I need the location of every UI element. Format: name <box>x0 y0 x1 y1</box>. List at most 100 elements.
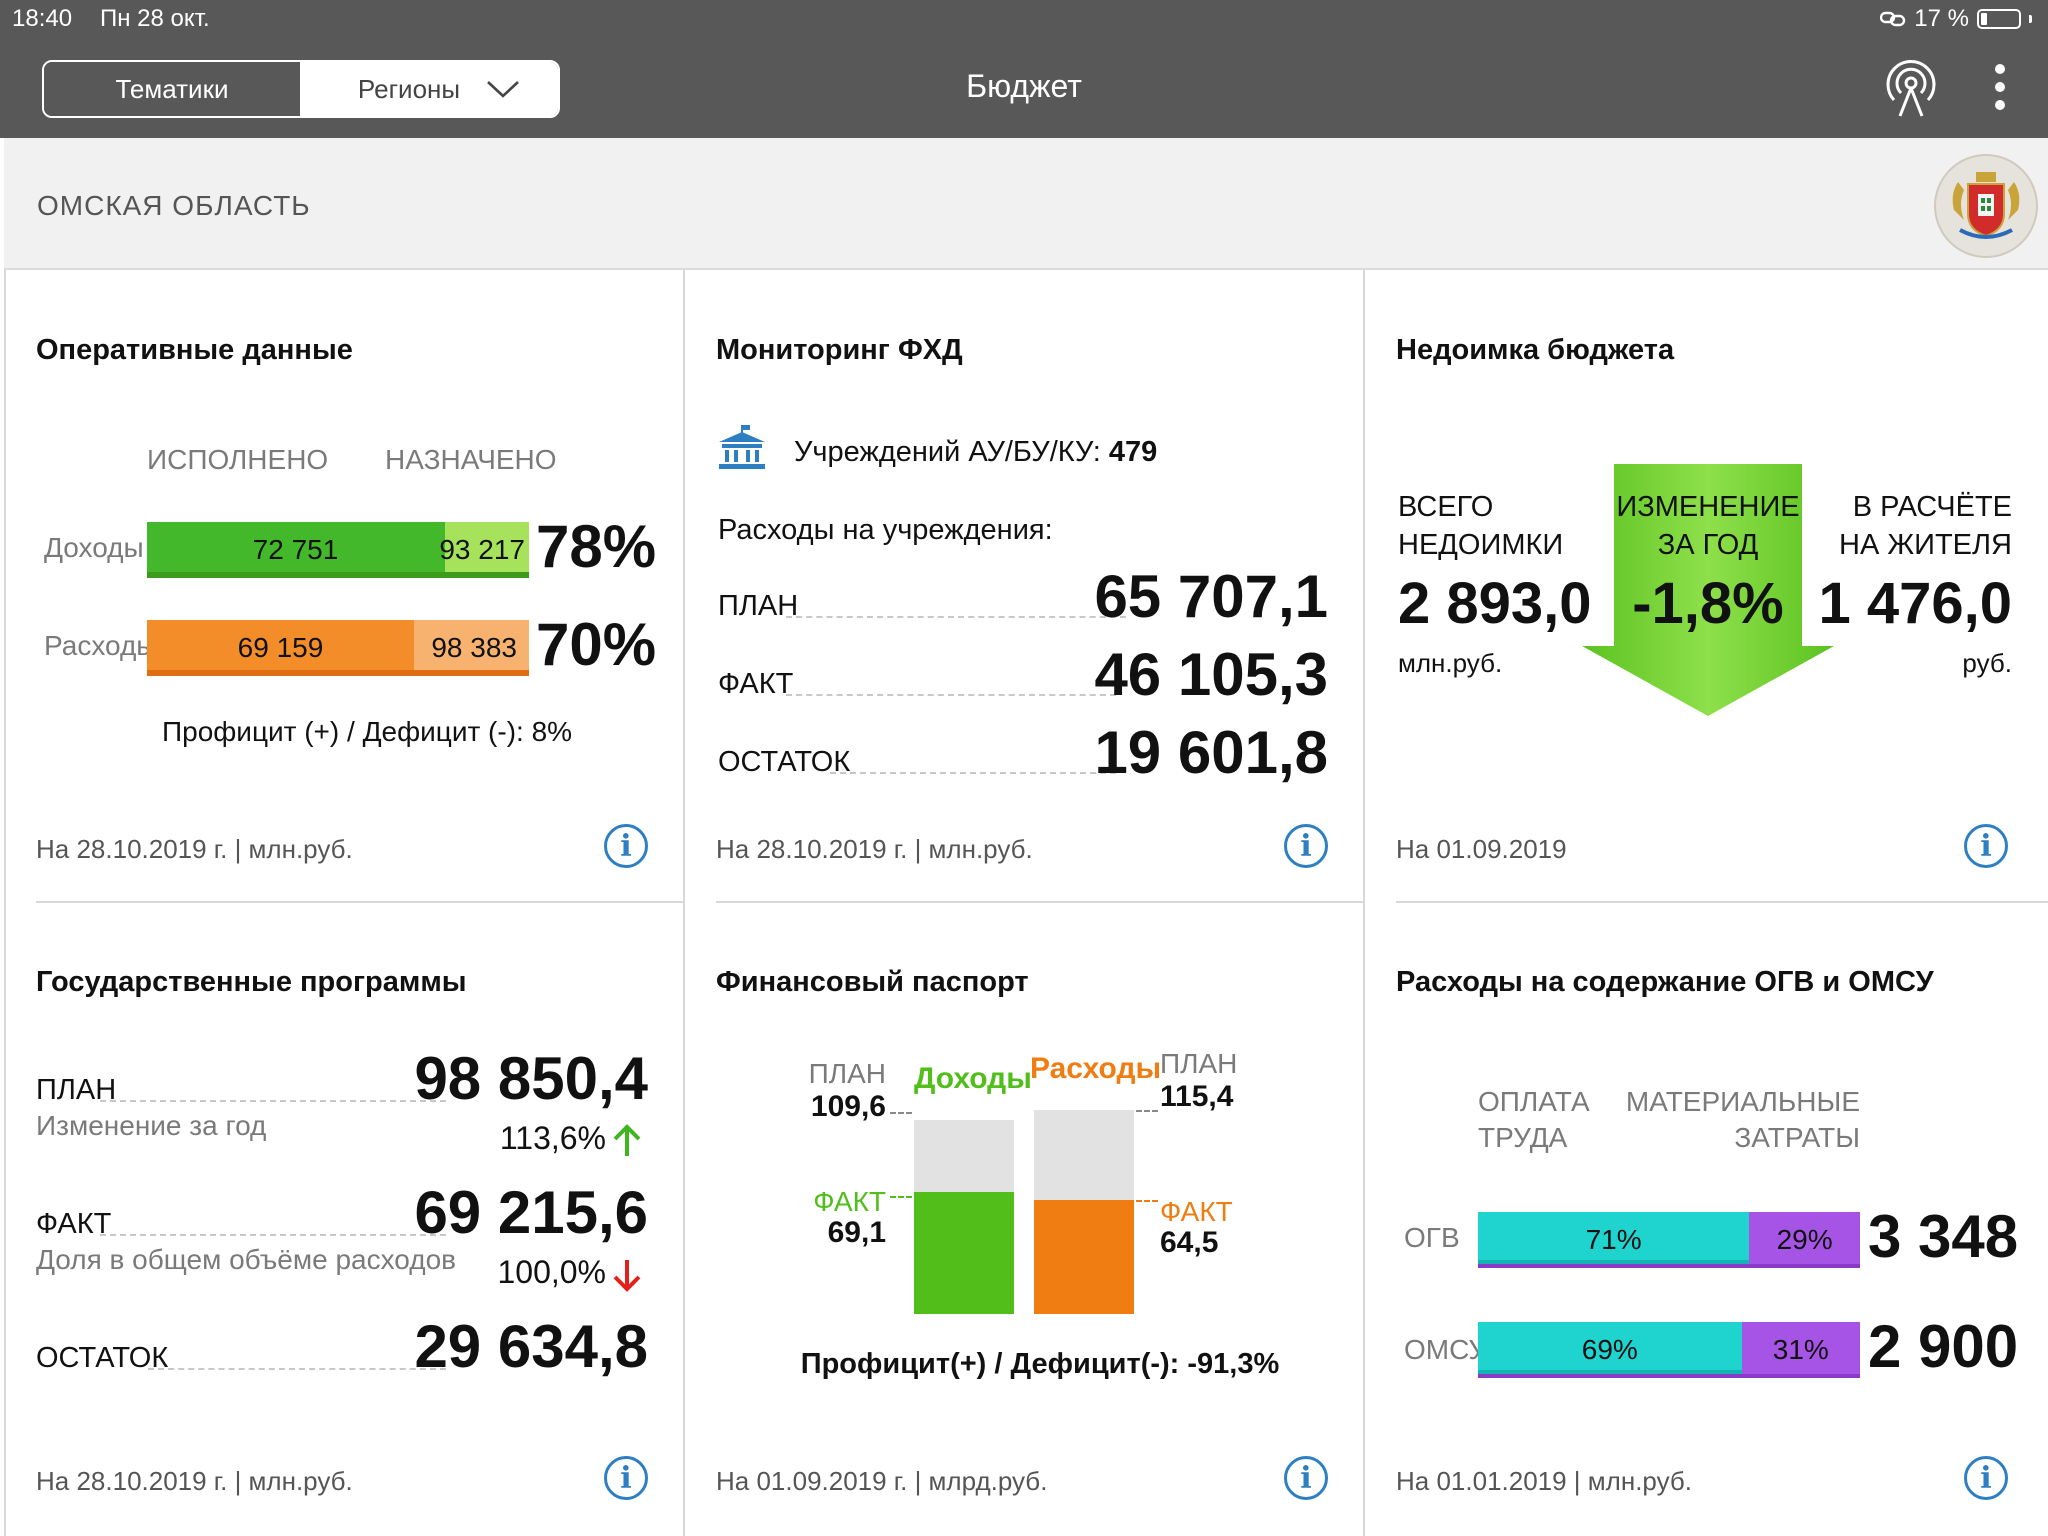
info-icon[interactable]: i <box>1964 824 2008 868</box>
material-caption-line1: МАТЕРИАЛЬНЫЕ <box>1625 1086 1860 1117</box>
panel-title: Финансовый паспорт <box>716 966 1029 998</box>
income-plan-leader <box>890 1112 912 1114</box>
info-icon[interactable]: i <box>1284 824 1328 868</box>
income-fact-leader <box>890 1196 912 1198</box>
coat-of-arms-icon[interactable] <box>1934 154 2038 258</box>
arrow-down-icon <box>613 1260 641 1292</box>
grid-divider-2 <box>1363 270 1365 1536</box>
institutions-label: Учреждений АУ/БУ/КУ: <box>794 436 1101 468</box>
rest-label: ОСТАТОК <box>36 1342 169 1374</box>
region-bar: ОМСКАЯ ОБЛАСТЬ <box>4 138 2048 270</box>
rest-leader <box>148 1368 446 1370</box>
income-done-value: 72 751 <box>252 534 339 565</box>
panel-title: Государственные программы <box>36 966 467 998</box>
expense-fact-label: ФАКТ <box>1160 1196 1233 1227</box>
change-caption-line1: ИЗМЕНЕНИЕ <box>1616 491 1800 523</box>
segment-control: Тематики Регионы <box>42 60 560 118</box>
income-label: Доходы <box>914 1062 1032 1095</box>
nav-bar: Тематики Регионы Бюджет <box>0 38 2048 138</box>
income-percent: 78% <box>536 513 657 580</box>
fact-value: 69 215,6 <box>414 1179 648 1246</box>
change-caption-line2: ЗА ГОД <box>1657 529 1759 561</box>
chevron-down-icon <box>487 81 519 98</box>
total-value: 2 893,0 <box>1398 571 1592 636</box>
tab-topics[interactable]: Тематики <box>44 62 300 116</box>
expense-bar-fill <box>147 620 415 670</box>
change-caption: ИЗМЕНЕНИЕ ЗА ГОД <box>1604 488 1812 564</box>
per-capita-caption-line1: В РАСЧЁТЕ <box>1852 491 2012 523</box>
income-bar: 72 751 93 217 <box>147 522 529 578</box>
row2-label: ОМСУ <box>1404 1334 1487 1365</box>
info-icon[interactable]: i <box>1284 1456 1328 1500</box>
total-caption-line1: ВСЕГО <box>1398 491 1494 523</box>
row2-bar: 69% 31% <box>1478 1322 1860 1378</box>
income-plan-label: ПЛАН <box>808 1058 886 1089</box>
rest-label: ОСТАТОК <box>718 746 851 778</box>
fact-label: ФАКТ <box>718 668 794 700</box>
panel-title: Недоимка бюджета <box>1396 334 1675 366</box>
material-caption-line2: ЗАТРАТЫ <box>1734 1122 1860 1153</box>
battery-tip <box>2029 15 2032 23</box>
fact-value: 46 105,3 <box>1094 641 1328 708</box>
expenses-label: Расходы на учреждения: <box>718 514 1053 546</box>
info-icon[interactable]: i <box>1964 1456 2008 1500</box>
more-menu-icon[interactable] <box>1982 60 2018 116</box>
labor-caption-line2: ТРУДА <box>1478 1122 1568 1153</box>
status-bar: 18:40 Пн 28 окт. 17 % <box>0 0 2048 38</box>
arrow-up-icon <box>613 1124 641 1156</box>
surplus-text: Профицит (+) / Дефицит (-): 8% <box>162 716 573 747</box>
income-bar-fill <box>147 522 445 572</box>
share-label: Доля в общем объёме расходов <box>36 1244 457 1275</box>
panel-footer: На 01.09.2019 г. | млрд.руб. <box>716 1466 1048 1496</box>
plan-label: ПЛАН <box>36 1074 117 1106</box>
row2-bar-fill <box>1478 1322 1742 1374</box>
expense-label: Расходы <box>1030 1052 1162 1085</box>
expense-fact-leader <box>1136 1200 1158 1202</box>
page-title: Бюджет <box>966 68 1082 104</box>
expense-column-fill <box>1034 1199 1134 1314</box>
info-icon[interactable]: i <box>604 1456 648 1500</box>
income-fact-value: 69,1 <box>827 1216 886 1249</box>
row1-value: 3 348 <box>1868 1203 2019 1270</box>
grid-divider-1 <box>683 270 685 1536</box>
tab-regions[interactable]: Регионы <box>300 62 558 116</box>
panel-footer: На 01.01.2019 | млн.руб. <box>1396 1466 1692 1496</box>
fact-leader <box>100 1234 446 1236</box>
total-caption-line2: НЕДОИМКИ <box>1398 529 1564 561</box>
expense-percent: 70% <box>536 611 657 678</box>
plan-label: ПЛАН <box>718 590 799 622</box>
row2-material-percent: 31% <box>1772 1334 1829 1365</box>
per-capita-caption-line2: НА ЖИТЕЛЯ <box>1839 529 2012 561</box>
col-assigned-header: НАЗНАЧЕНО <box>385 444 557 475</box>
broadcast-icon[interactable] <box>1886 60 1936 118</box>
per-capita-caption: В РАСЧЁТЕ НА ЖИТЕЛЯ <box>1839 488 2012 564</box>
total-caption: ВСЕГО НЕДОИМКИ <box>1398 488 1563 564</box>
panel-title: Мониторинг ФХД <box>716 334 963 366</box>
battery-percent: 17 % <box>1914 5 1969 32</box>
expense-bar: 69 159 98 383 <box>147 620 529 676</box>
row1-labor-percent: 71% <box>1585 1224 1642 1255</box>
plan-value: 65 707,1 <box>1094 563 1328 630</box>
labor-caption: ОПЛАТА ТРУДА <box>1478 1084 1590 1156</box>
per-capita-unit: руб. <box>1962 648 2012 678</box>
expense-column <box>1034 1110 1134 1314</box>
fact-leader <box>786 694 1116 696</box>
row2-value: 2 900 <box>1868 1313 2019 1380</box>
row-divider-1 <box>36 901 684 903</box>
panel-footer: На 28.10.2019 г. | млн.руб. <box>36 1466 353 1496</box>
expense-plan-label: ПЛАН <box>1160 1048 1238 1079</box>
status-time: 18:40 <box>12 5 73 32</box>
info-icon[interactable]: i <box>604 824 648 868</box>
status-right: 17 % <box>1880 5 2032 33</box>
material-caption: МАТЕРИАЛЬНЫЕ ЗАТРАТЫ <box>1626 1084 1860 1156</box>
expense-assigned-value: 98 383 <box>431 632 517 663</box>
row1-bar: 71% 29% <box>1478 1212 1860 1268</box>
institutions-row: Учреждений АУ/БУ/КУ: 479 <box>794 436 1157 469</box>
row2-labor-percent: 69% <box>1581 1334 1638 1365</box>
row-divider-3 <box>1396 901 2048 903</box>
expense-plan-leader <box>1136 1110 1158 1112</box>
change-value: -1,8% <box>1632 571 1784 636</box>
income-fact-label: ФАКТ <box>813 1186 886 1217</box>
income-assigned-value: 93 217 <box>439 534 525 565</box>
total-unit: млн.руб. <box>1398 648 1503 678</box>
